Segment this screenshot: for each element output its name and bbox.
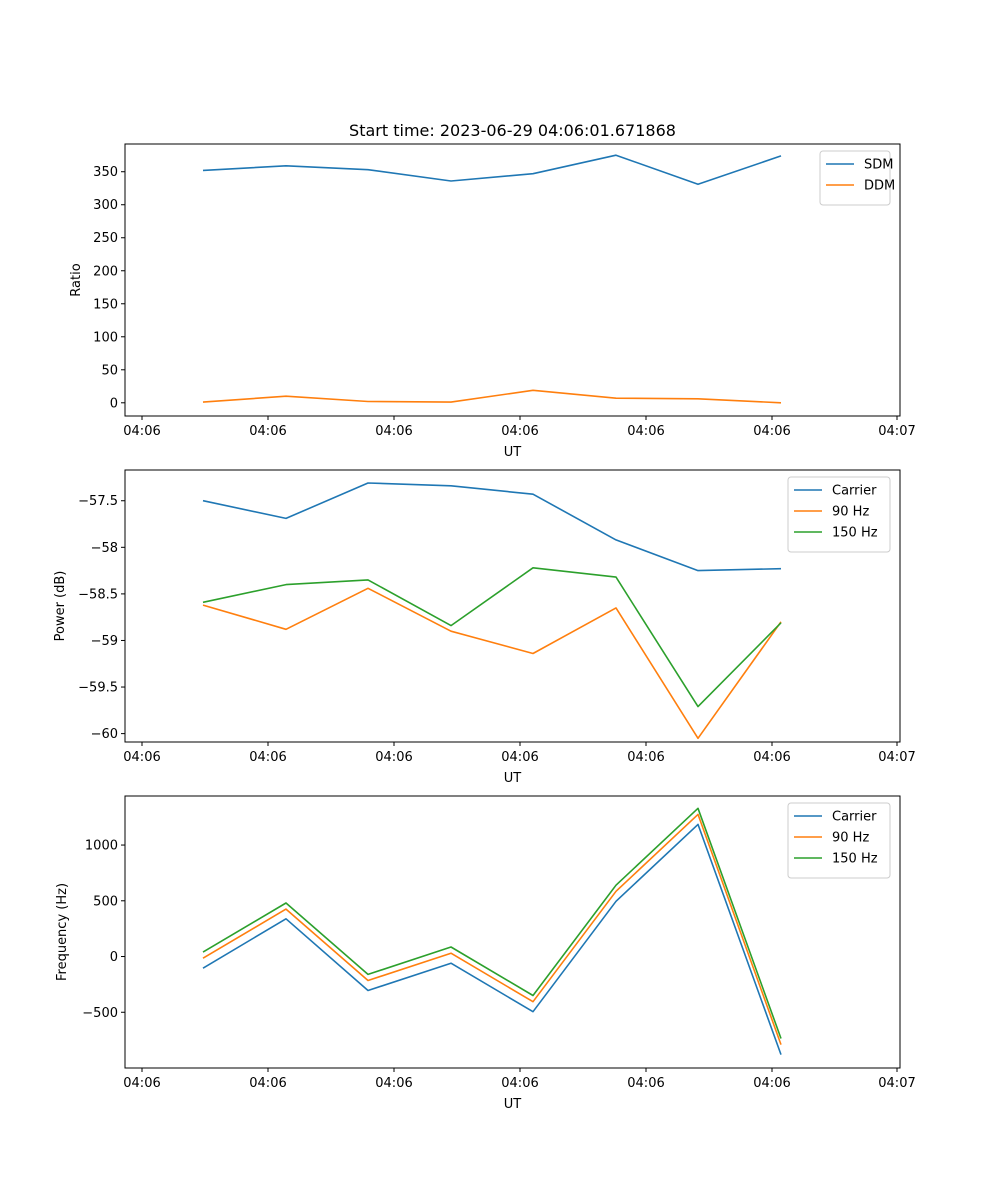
y-tick-label: 350 [93,165,118,180]
legend-label: 150 Hz [832,852,878,867]
x-tick-label: 04:06 [627,424,664,439]
series-line-90-hz [202,587,782,740]
x-tick-label: 04:06 [123,424,160,439]
panel-2-x-axis-label: UT [504,771,522,786]
series-line-150-hz [202,566,782,708]
legend-box [787,476,891,553]
panel-3-x-axis-label: UT [504,1097,522,1112]
legend-label: Carrier [832,810,877,825]
legend-label: DDM [864,179,895,194]
legend-label: SDM [864,158,893,173]
y-tick-label: 1000 [85,839,118,854]
x-tick-label: 04:06 [501,750,538,765]
panel-3-legend: Carrier 90 Hz 150 Hz [787,802,891,879]
panel-ratio: Start time: 2023-06-29 04:06:01.671868 0… [69,121,916,460]
y-tick-label: 0 [110,950,118,965]
series-line-carrier [202,482,782,572]
panel-2-frame [124,469,901,743]
x-tick-label: 04:06 [501,424,538,439]
legend-label: 90 Hz [832,505,869,520]
legend-label: Carrier [832,484,877,499]
panel-frequency: 04:06 04:06 04:06 04:06 04:06 04:06 04:07 1000 5… [55,795,916,1112]
panel-1-x-axis-label: UT [504,445,522,460]
legend-label: 90 Hz [832,831,869,846]
y-tick-label: −59 [91,634,118,649]
panel-2-legend: Carrier 90 Hz 150 Hz [787,476,891,553]
y-tick-label: 500 [93,894,118,909]
y-tick-label: 0 [110,396,118,411]
y-tick-label: −58 [91,541,118,556]
panel-3-plot: 04:06 04:06 04:06 04:06 04:06 04:06 04:07 1000 5… [82,807,916,1091]
x-tick-label: 04:06 [249,424,286,439]
y-tick-label: 50 [101,363,118,378]
series-line-ddm [202,389,782,404]
x-tick-label: 04:07 [878,1076,915,1091]
chart-title: Start time: 2023-06-29 04:06:01.671868 [349,121,676,140]
series-line-90-hz [202,813,782,1045]
series-line-carrier [202,823,782,1055]
x-tick-label: 04:06 [627,1076,664,1091]
legend-box [787,802,891,879]
x-tick-label: 04:06 [375,1076,412,1091]
x-tick-label: 04:06 [249,750,286,765]
panel-3-frame [124,795,901,1069]
y-tick-label: −59.5 [78,681,118,696]
x-tick-label: 04:06 [627,750,664,765]
x-tick-label: 04:06 [123,750,160,765]
x-tick-label: 04:06 [753,750,790,765]
series-line-150-hz [202,807,782,1039]
y-tick-label: 200 [93,264,118,279]
x-tick-label: 04:06 [501,1076,538,1091]
y-tick-label: −60 [91,727,118,742]
y-tick-label: 250 [93,231,118,246]
y-tick-label: −57.5 [78,494,118,509]
x-tick-label: 04:07 [878,750,915,765]
x-tick-label: 04:06 [249,1076,286,1091]
y-tick-label: 150 [93,297,118,312]
panel-1-frame [124,143,901,417]
y-tick-label: 100 [93,330,118,345]
panel-1-legend: SDM DDM [819,150,895,206]
panel-1-y-axis-label: Ratio [69,263,84,296]
y-tick-label: −500 [82,1006,118,1021]
x-tick-label: 04:06 [753,1076,790,1091]
x-tick-label: 04:06 [375,424,412,439]
panel-power: 04:06 04:06 04:06 04:06 04:06 04:06 04:07 −57.5… [53,469,916,786]
x-tick-label: 04:06 [753,424,790,439]
panel-1-plot: 04:06 04:06 04:06 04:06 04:06 04:06 04:07 0 50 10… [93,154,916,439]
legend-label: 150 Hz [832,526,878,541]
x-tick-label: 04:06 [123,1076,160,1091]
y-tick-label: −58.5 [78,587,118,602]
panel-2-plot: 04:06 04:06 04:06 04:06 04:06 04:06 04:07 −57.5… [78,482,916,765]
x-tick-label: 04:06 [375,750,412,765]
series-line-sdm [202,154,782,186]
panel-2-y-axis-label: Power (dB) [53,571,68,642]
panel-3-y-axis-label: Frequency (Hz) [55,883,70,981]
y-tick-label: 300 [93,198,118,213]
x-tick-label: 04:07 [878,424,915,439]
